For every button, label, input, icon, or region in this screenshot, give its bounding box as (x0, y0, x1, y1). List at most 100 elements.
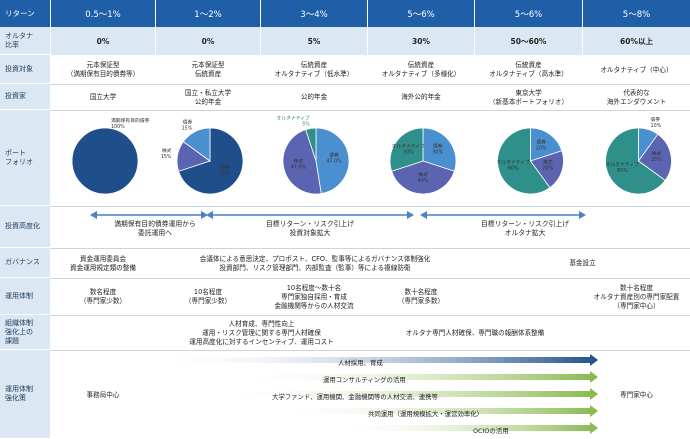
structure-col-1: 数名程度 （専門家少数） (79, 288, 127, 305)
pie-slice-value: 25% (651, 157, 662, 163)
investment-target-col-3: 伝統資産 オルタナティブ（低水準） (274, 61, 354, 78)
pie-slice-name: 債券 (183, 118, 193, 125)
investment-target-col-5: 伝統資産 オルタナティブ（高水準） (489, 61, 568, 78)
pie-slice-value: 15% (182, 125, 193, 131)
pie-slice-name: 債券 (536, 138, 546, 145)
sophistication-arrow-line (90, 211, 586, 219)
investor-col-2: 国立・私立大学 公的年金 (184, 88, 232, 106)
pie-slice-value: 30% (432, 149, 443, 155)
pie-slice (637, 133, 672, 181)
pie-slice-name: 株式 (294, 157, 304, 164)
row-label-measures: 運用体制 強化策 (0, 350, 50, 439)
sophistication-text-1: 満期保有目的債券運用から 委託運用へ (114, 220, 196, 237)
pie-slice (497, 127, 551, 195)
measures-gradient-arrows (150, 354, 598, 434)
pie-slice (389, 127, 424, 172)
measure-arrow-4-label: 共同運用（運用規模拡大・運営効率化） (368, 410, 484, 418)
governance-text-3: 基金設立 (569, 259, 596, 267)
row-label-governance: ガバナンス (0, 248, 50, 278)
pie-slice-value: 47.0% (291, 164, 307, 170)
header-return-col-2: 1〜2% (156, 0, 260, 27)
investor-col-1: 国立大学 (89, 93, 117, 101)
row-label-investment-target: 投資対象 (0, 55, 50, 84)
investor-col-3: 公的年金 (300, 93, 328, 101)
measure-arrow-5-label: OCIOの活用 (473, 427, 509, 435)
alt-ratio-col-2: 0% (156, 27, 260, 55)
pie-slice-value: 100% (111, 124, 125, 130)
measure-arrow-3-label: 大学ファンド、運用機関、金融機関等の人材交流、連携等 (272, 393, 438, 401)
pie-slice-name: オルタナティブ (606, 161, 639, 168)
divider (50, 110, 690, 111)
pie-slice (391, 160, 455, 195)
row-label-alt-ratio: オルタナ 比率 (0, 27, 50, 55)
pie-slice-value: 30% (403, 149, 414, 155)
row-label-investor: 投資家 (0, 84, 50, 110)
pie-slice (178, 127, 244, 195)
pie-slice-name: オルタナティブ (392, 142, 425, 149)
header-return-col-5: 5〜6% (475, 0, 582, 27)
measures-right-label: 専門家中心 (620, 390, 653, 399)
investment-target-col-6: オルタナティブ（中心） (600, 65, 673, 74)
pie-slice-name: 債券 (433, 142, 443, 149)
pie-slice (315, 127, 350, 195)
alt-ratio-col-1: 0% (51, 27, 155, 55)
investor-col-6: 代表的な 海外エンダウメント (606, 88, 667, 106)
pie-slice (282, 129, 322, 195)
pie-slice-value: 40% (418, 178, 429, 184)
pie-slice-name: オルタナティブ (497, 159, 530, 166)
pie-slice (422, 127, 457, 172)
pie-slice-value: 15% (161, 154, 172, 160)
pie-slice-name: 満期保有目的債券 (111, 117, 150, 124)
structure-col-6: 数十名程度 オルタナ資産別の専門家配置 （専門家中心） (593, 283, 680, 310)
pie-slice-value: 60% (508, 166, 519, 172)
pie-slice-value: 10% (651, 123, 662, 129)
divider (50, 206, 690, 207)
row-label-issues: 組織体制 強化上の 課題 (0, 315, 50, 350)
pie-slice-value: 47.0% (326, 159, 342, 165)
alt-ratio-col-6: 60%以上 (583, 27, 690, 55)
pie-slice (529, 150, 564, 189)
divider (50, 278, 690, 279)
alt-ratio-col-5: 50〜60% (475, 27, 582, 55)
investor-col-4: 海外公的年金 (401, 93, 441, 101)
header-return-col-3: 3〜4% (261, 0, 367, 27)
pie-slice (530, 127, 563, 162)
pie-slice-name: 株式 (652, 150, 662, 157)
header-row-label: リターン (0, 0, 50, 27)
structure-col-3: 10名程度〜数十名 専門家独自採用・育成 金融機関等からの人材交流 (274, 283, 354, 310)
row-label-structure: 運用体制 (0, 278, 50, 315)
row-label-sophistication: 投資高度化 (0, 206, 50, 248)
divider (50, 248, 690, 249)
header-return-col-1: 0.5〜1% (51, 0, 155, 27)
alt-ratio-col-4: 30% (368, 27, 474, 55)
divider (50, 84, 690, 85)
pie-slice (605, 127, 666, 195)
investor-col-5: 東京大学 （新基本ポートフォリオ） (488, 88, 569, 106)
investment-target-col-4: 伝統資産 オルタナティブ（多様化） (381, 61, 461, 78)
pie-slice-value: 65% (617, 168, 628, 174)
issues-text-1: 人材育成、専門性向上 運用・リスク管理に関する専門人材確保 運用高度化に対するイ… (189, 319, 334, 346)
pie-slice (71, 127, 139, 195)
issues-text-2: オルタナ専門人材確保、専門職の報酬体系整備 (405, 328, 545, 337)
pie-slice-name: 株式 (418, 171, 428, 178)
governance-text-2: 会議体による意思決定、プロポスト、CFO、監事等によるガバナンス体制強化 投資部… (199, 254, 431, 272)
measure-arrow-1-label: 人材採用、育成 (338, 359, 383, 367)
structure-col-4: 数十名程度 （専門家多数） (397, 288, 445, 305)
header-return-col-4: 5〜6% (368, 0, 474, 27)
pie-slice (182, 127, 211, 162)
divider (50, 315, 690, 316)
alt-ratio-col-3: 5% (261, 27, 367, 55)
sophistication-text-2: 目標リターン・リスク引上げ 投資対象拡大 (265, 220, 355, 237)
pie-slice-name: オルタナティブ (277, 114, 310, 121)
pie-slice-name: 債券 (220, 164, 230, 171)
structure-col-2: 10名程度 （専門家少数） (184, 288, 232, 305)
pie-slice (305, 127, 317, 162)
sophistication-text-3: 目標リターン・リスク引上げ オルタナ拡大 (480, 220, 570, 237)
header-return-col-6: 5〜8% (583, 0, 690, 27)
